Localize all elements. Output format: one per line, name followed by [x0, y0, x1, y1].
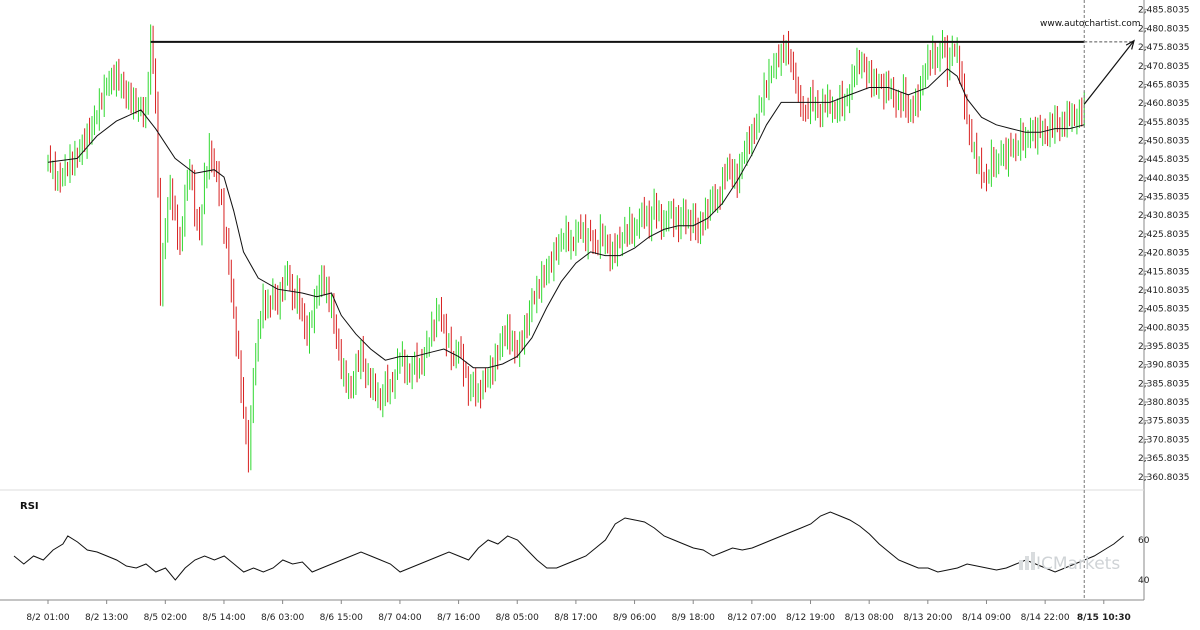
brand-logo-bar	[1025, 556, 1029, 570]
time-tick-label: 8/6 03:00	[261, 613, 305, 623]
time-tick-label: 8/13 08:00	[845, 613, 894, 623]
price-tick-label: 2,405.8035	[1138, 305, 1190, 315]
brand-logo: ICMarkets	[1019, 552, 1120, 574]
time-tick-label: 8/2 01:00	[26, 613, 70, 623]
moving-average-line	[47, 68, 1085, 369]
price-tick-label: 2,430.8035	[1138, 211, 1190, 221]
price-tick-label: 2,445.8035	[1138, 155, 1190, 165]
price-tick-label: 2,460.8035	[1138, 99, 1190, 109]
time-tick-label: 8/14 09:00	[962, 613, 1011, 623]
rsi-tick-label: 60	[1138, 536, 1150, 546]
price-tick-label: 2,375.8035	[1138, 417, 1190, 427]
price-tick-label: 2,365.8035	[1138, 454, 1190, 464]
forecast-arrow	[1083, 40, 1135, 105]
price-tick-label: 2,425.8035	[1138, 230, 1190, 240]
time-tick-label: 8/2 13:00	[85, 613, 129, 623]
price-tick-label: 2,400.8035	[1138, 323, 1190, 333]
time-tick-label: 8/9 06:00	[613, 613, 657, 623]
time-tick-label: 8/7 04:00	[378, 613, 422, 623]
time-tick-label: 8/9 18:00	[672, 613, 716, 623]
brand-text: ICMarkets	[1036, 554, 1120, 574]
time-tick-label: 8/13 20:00	[903, 613, 952, 623]
price-tick-label: 2,380.8035	[1138, 398, 1190, 408]
price-tick-label: 2,410.8035	[1138, 286, 1190, 296]
price-tick-label: 2,435.8035	[1138, 193, 1190, 203]
time-tick-label: 8/5 14:00	[202, 613, 246, 623]
price-tick-label: 2,450.8035	[1138, 136, 1190, 146]
rsi-label: RSI	[20, 501, 39, 512]
price-tick-label: 2,370.8035	[1138, 435, 1190, 445]
price-tick-label: 2,465.8035	[1138, 80, 1190, 90]
time-tick-label: 8/7 16:00	[437, 613, 481, 623]
rsi-tick-label: 40	[1138, 576, 1150, 586]
price-tick-label: 2,485.8035	[1138, 6, 1190, 16]
time-tick-label: 8/14 22:00	[1021, 613, 1070, 623]
price-tick-label: 2,455.8035	[1138, 118, 1190, 128]
rsi-line	[13, 511, 1124, 581]
price-tick-label: 2,420.8035	[1138, 249, 1190, 259]
forecast-arrow-head	[1125, 39, 1135, 50]
price-tick-label: 2,395.8035	[1138, 342, 1190, 352]
price-tick-label: 2,480.8035	[1138, 24, 1190, 34]
price-tick-label: 2,385.8035	[1138, 379, 1190, 389]
watermark-text: www.autochartist.com	[1040, 19, 1141, 29]
brand-logo-bar	[1019, 560, 1023, 570]
price-tick-label: 2,415.8035	[1138, 267, 1190, 277]
price-tick-label: 2,390.8035	[1138, 361, 1190, 371]
brand-logo-bar	[1031, 552, 1035, 570]
price-tick-label: 2,440.8035	[1138, 174, 1190, 184]
time-tick-label: 8/12 07:00	[727, 613, 776, 623]
time-tick-label: 8/12 19:00	[786, 613, 835, 623]
time-tick-label: 8/6 15:00	[320, 613, 364, 623]
time-tick-label: 8/5 02:00	[144, 613, 188, 623]
candles	[47, 24, 1085, 473]
time-tick-label: 8/8 05:00	[496, 613, 540, 623]
price-tick-label: 2,475.8035	[1138, 43, 1190, 53]
time-tick-label: 8/15 10:30	[1077, 613, 1131, 623]
price-tick-label: 2,360.8035	[1138, 473, 1190, 483]
time-tick-label: 8/8 17:00	[554, 613, 598, 623]
price-tick-label: 2,470.8035	[1138, 62, 1190, 72]
